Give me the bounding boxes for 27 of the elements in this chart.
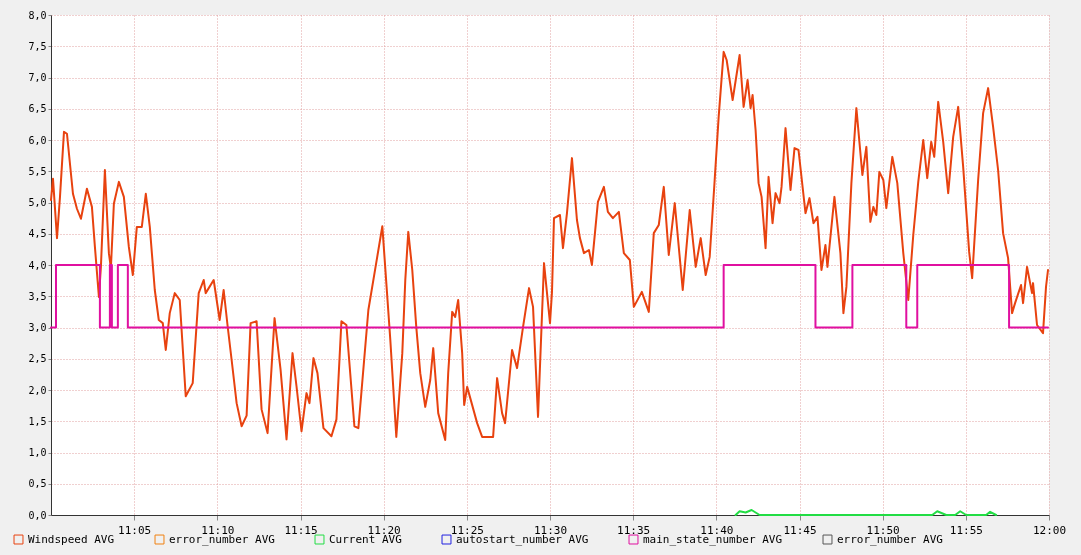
y-tick-label: 2,5 [28,353,47,365]
legend-label: error_number AVG [169,532,275,546]
y-tick-label: 3,5 [28,290,47,302]
x-tick-label: 11:15 [284,523,318,537]
y-tick-label: 3,0 [28,322,47,333]
y-tick-label: 7,5 [28,40,47,52]
legend-label: Windspeed AVG [28,532,115,546]
y-tick-label: 0,0 [28,509,47,521]
x-tick-label: 11:55 [949,523,983,537]
y-tick-label: 1,0 [28,447,47,458]
line-series [50,50,1049,441]
y-tick-label: 6,0 [28,134,47,146]
y-tick-label: 7,0 [28,72,47,83]
y-tick-label: 6,5 [28,103,47,115]
x-tick-label: 12:00 [1032,523,1067,537]
y-tick-label: 2,0 [28,384,47,396]
x-tick-label: 11:30 [533,523,568,537]
x-tick-label: 11:05 [118,523,152,537]
y-tick-label: 4,5 [28,228,47,240]
y-tick-label: 5,0 [28,197,47,208]
y-tick-label: 5,5 [28,165,47,177]
legend-label: error_number AVG [837,532,943,546]
y-tick-label: 0,5 [28,478,47,490]
y-tick-label: 1,5 [28,415,47,427]
y-tick-label: 8,0 [28,9,47,21]
x-tick-label: 11:45 [783,523,817,537]
y-tick-label: 4,0 [28,259,47,271]
